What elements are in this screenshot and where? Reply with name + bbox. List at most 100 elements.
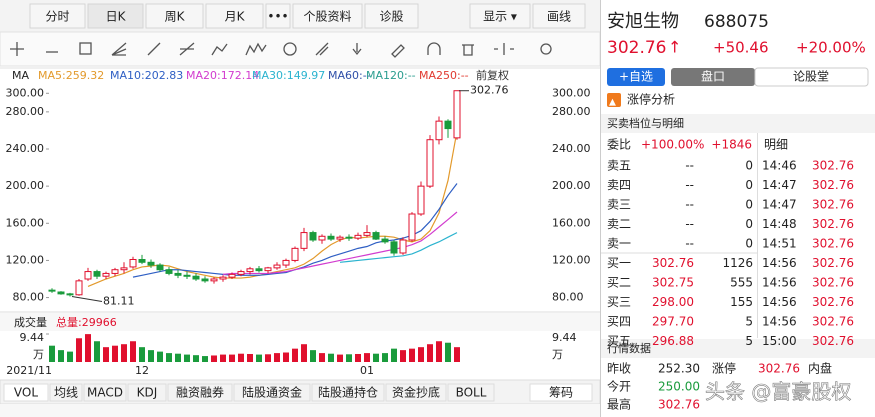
- candle-body: [264, 267, 272, 272]
- volume-bar: [445, 342, 451, 362]
- ratio-label: 委比: [607, 138, 631, 152]
- tab-label[interactable]: •••: [267, 10, 288, 24]
- trade-price: 302.76: [812, 295, 854, 309]
- candle-body: [273, 264, 281, 269]
- volume-bar: [94, 341, 100, 362]
- tab[interactable]: [87, 3, 144, 29]
- book-level: 卖四: [607, 178, 631, 192]
- indicator-tab-label[interactable]: KDJ: [137, 386, 158, 400]
- tab-label[interactable]: 月K: [225, 10, 246, 24]
- book-price: --: [685, 237, 694, 251]
- indicator-tab[interactable]: [127, 383, 167, 402]
- tab-label[interactable]: 个股资料: [303, 10, 351, 24]
- trade-price: 302.76: [812, 159, 854, 173]
- indicator-tab[interactable]: [233, 383, 311, 402]
- limit-analysis[interactable]: 涨停分析: [627, 92, 675, 107]
- quote-cell: 涨停: [712, 361, 736, 376]
- trade-price: 302.76: [812, 178, 854, 192]
- tab[interactable]: [265, 3, 291, 29]
- panel-button-label[interactable]: 论股堂: [793, 70, 829, 84]
- candle-body: [183, 274, 191, 277]
- tab[interactable]: [469, 3, 531, 29]
- candle-body: [111, 269, 119, 274]
- book-volume: 1126: [722, 256, 753, 270]
- volume-bar: [364, 353, 370, 362]
- stock-arrow: ↑: [668, 38, 681, 57]
- trade-time: 15:00: [762, 334, 797, 348]
- trade-time: 14:56: [762, 276, 797, 290]
- candle-body: [192, 275, 200, 280]
- stock-change: +50.46: [713, 39, 769, 57]
- order-book-tab[interactable]: [671, 68, 755, 86]
- quote-cell: 昨收: [607, 362, 631, 376]
- candle-body: [435, 120, 443, 141]
- tab[interactable]: [292, 3, 363, 29]
- indicator-tab-label[interactable]: 陆股通资金: [242, 385, 302, 400]
- indicator-tab[interactable]: [167, 383, 233, 402]
- book-price: --: [685, 178, 694, 192]
- tab-label[interactable]: 日K: [106, 10, 127, 24]
- indicator-tab-label[interactable]: VOL: [14, 386, 38, 400]
- volume-bar: [67, 351, 73, 362]
- y-tick-label-right: 80.00: [552, 291, 584, 304]
- panel-button-label[interactable]: +自选: [619, 70, 653, 84]
- indicator-tab[interactable]: [311, 383, 385, 402]
- tab-label[interactable]: 分时: [45, 10, 69, 24]
- candle-body: [426, 139, 434, 187]
- indicator-tab[interactable]: [83, 383, 127, 402]
- tab[interactable]: [29, 3, 86, 29]
- volume-title: 成交量: [14, 315, 47, 329]
- tab-label[interactable]: 周K: [165, 10, 186, 24]
- volume-bar: [409, 348, 415, 362]
- indicator-tab-label[interactable]: MACD: [87, 386, 123, 400]
- indicator-tab-label[interactable]: 融资融券: [176, 385, 224, 400]
- volume-bar: [436, 341, 442, 362]
- quote-title: 行情数据: [607, 341, 651, 355]
- tab-label[interactable]: 诊股: [379, 10, 403, 24]
- indicator-tab[interactable]: [385, 383, 447, 402]
- volume-bar: [337, 354, 343, 362]
- y-tick-label: 80.00: [13, 291, 45, 304]
- toolbar-icons: [10, 42, 552, 58]
- tab[interactable]: [364, 3, 419, 29]
- y-tick-label: 200.00: [6, 179, 45, 192]
- ma-line: [222, 211, 458, 275]
- ma-line: [339, 232, 458, 263]
- indicator-tab[interactable]: [3, 383, 49, 402]
- book-volume: 0: [745, 178, 753, 192]
- ma-legend-item: MA30:149.97: [252, 69, 325, 82]
- volume-bar: [400, 350, 406, 362]
- candle-body: [102, 272, 110, 277]
- indicator-tab-label[interactable]: 陆股通持仓: [318, 385, 378, 400]
- candle-body: [300, 232, 308, 249]
- add-watch-button[interactable]: [607, 68, 665, 86]
- ratio-value: +100.00%: [641, 138, 704, 152]
- tab-label[interactable]: 显示 ▾: [483, 10, 517, 24]
- indicator-tab-label[interactable]: BOLL: [456, 386, 487, 400]
- trade-price: 302.76: [812, 256, 854, 270]
- tab[interactable]: [532, 3, 586, 29]
- chip-label[interactable]: 筹码: [549, 386, 573, 400]
- volume-bar: [301, 344, 307, 362]
- detail-title: 明细: [764, 138, 788, 152]
- chip-tab[interactable]: [529, 383, 593, 402]
- book-volume: 155: [730, 295, 753, 309]
- indicator-tab-label[interactable]: 均线: [54, 386, 78, 400]
- indicator-tab-label[interactable]: 资金抄底: [392, 385, 440, 400]
- icon-channel: [147, 42, 161, 56]
- candle-body: [345, 236, 353, 239]
- tab[interactable]: [145, 3, 204, 29]
- indicator-tab[interactable]: [447, 383, 495, 402]
- volume-bar: [139, 347, 145, 362]
- y-tick-label-right: 300.00: [552, 86, 591, 99]
- candle-body: [327, 235, 335, 240]
- ma-legend-item: MA5:259.32: [38, 69, 104, 82]
- book-level: 卖五: [607, 159, 631, 173]
- indicator-tab[interactable]: [49, 383, 83, 402]
- quote-cell: 252.30: [658, 362, 700, 376]
- panel-button-label[interactable]: 盘口: [701, 69, 725, 84]
- trade-time: 14:56: [762, 315, 797, 329]
- forum-tab[interactable]: [754, 67, 869, 87]
- tab[interactable]: [205, 3, 264, 29]
- tab-label[interactable]: 画线: [547, 10, 571, 24]
